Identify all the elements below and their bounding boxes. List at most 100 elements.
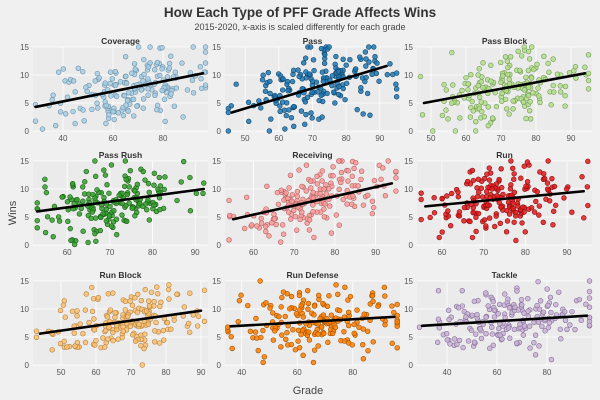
data-point: [277, 108, 283, 115]
data-point: [427, 214, 433, 221]
data-point: [272, 328, 278, 334]
data-point: [85, 239, 91, 246]
x-tick-label: 60: [274, 134, 283, 143]
data-point: [362, 49, 369, 55]
data-point: [583, 301, 589, 307]
data-point: [110, 290, 116, 296]
data-point: [511, 326, 518, 333]
data-point: [491, 223, 498, 230]
data-point: [142, 286, 148, 293]
data-point: [529, 44, 535, 50]
data-point: [43, 189, 50, 196]
data-point: [74, 196, 80, 203]
facet-title: Pass Block: [482, 36, 528, 46]
data-point: [123, 73, 129, 79]
data-point: [563, 186, 570, 192]
data-point: [524, 159, 531, 165]
data-point: [308, 185, 314, 191]
data-point: [393, 94, 400, 100]
data-point: [473, 331, 479, 337]
data-point: [478, 99, 485, 105]
data-point: [57, 340, 64, 347]
data-point: [252, 329, 259, 335]
x-axis-label: Grade: [293, 385, 324, 397]
data-point: [270, 337, 277, 343]
data-point: [480, 84, 486, 91]
x-tick-label: 80: [348, 368, 357, 377]
data-point: [311, 234, 317, 241]
data-point: [135, 44, 142, 50]
data-point: [125, 89, 132, 96]
data-point: [187, 208, 194, 214]
data-point: [515, 203, 521, 209]
data-point: [294, 188, 301, 195]
data-point: [265, 69, 272, 76]
data-point: [56, 69, 62, 75]
data-point: [44, 214, 51, 220]
data-point: [151, 298, 157, 305]
data-point: [286, 185, 292, 191]
data-point: [291, 103, 297, 110]
y-tick-label: 10: [20, 305, 29, 314]
data-point: [142, 177, 148, 183]
data-point: [154, 59, 161, 66]
data-point: [309, 78, 316, 84]
y-tick-label: 10: [20, 71, 29, 80]
data-point: [582, 64, 588, 70]
data-point: [80, 228, 86, 234]
y-tick-label: 10: [404, 305, 413, 314]
data-point: [376, 78, 382, 84]
trend-line: [422, 72, 587, 105]
data-point: [296, 167, 302, 173]
data-point: [532, 352, 539, 358]
y-tick-label: 15: [404, 277, 413, 286]
data-point: [319, 114, 325, 120]
data-point: [289, 192, 296, 198]
data-point: [336, 307, 343, 314]
data-point: [311, 303, 318, 309]
data-point: [522, 229, 528, 235]
data-point: [243, 194, 250, 201]
data-point: [545, 302, 551, 309]
data-point: [474, 185, 480, 191]
data-point: [112, 310, 118, 316]
data-point: [510, 205, 517, 212]
data-point: [122, 307, 128, 313]
data-point: [152, 67, 158, 73]
data-point: [314, 173, 320, 180]
x-tick-label: 60: [293, 368, 302, 377]
data-point: [579, 174, 585, 180]
data-point: [95, 105, 101, 111]
data-point: [393, 188, 399, 194]
data-point: [283, 190, 289, 196]
data-point: [304, 287, 311, 294]
data-point: [586, 278, 593, 284]
data-point: [42, 176, 48, 182]
data-point: [325, 339, 331, 346]
data-point: [418, 190, 424, 196]
data-point: [202, 44, 209, 50]
data-point: [106, 213, 113, 219]
data-point: [351, 321, 357, 328]
data-point: [585, 158, 591, 165]
data-point: [459, 287, 465, 294]
data-point: [80, 69, 86, 75]
data-point: [551, 89, 557, 95]
data-point: [554, 71, 561, 77]
data-point: [351, 165, 357, 172]
data-point: [513, 237, 519, 244]
data-point: [576, 296, 583, 303]
data-point: [68, 237, 74, 244]
trend-line: [230, 64, 388, 114]
data-point: [156, 174, 163, 181]
data-point: [126, 200, 132, 206]
data-point: [556, 289, 562, 295]
data-point: [515, 48, 521, 55]
data-point: [553, 301, 559, 308]
data-point: [300, 314, 306, 320]
data-point: [319, 178, 325, 184]
data-point: [475, 72, 481, 78]
data-point: [542, 328, 548, 334]
data-point: [145, 64, 152, 70]
data-point: [121, 183, 128, 190]
